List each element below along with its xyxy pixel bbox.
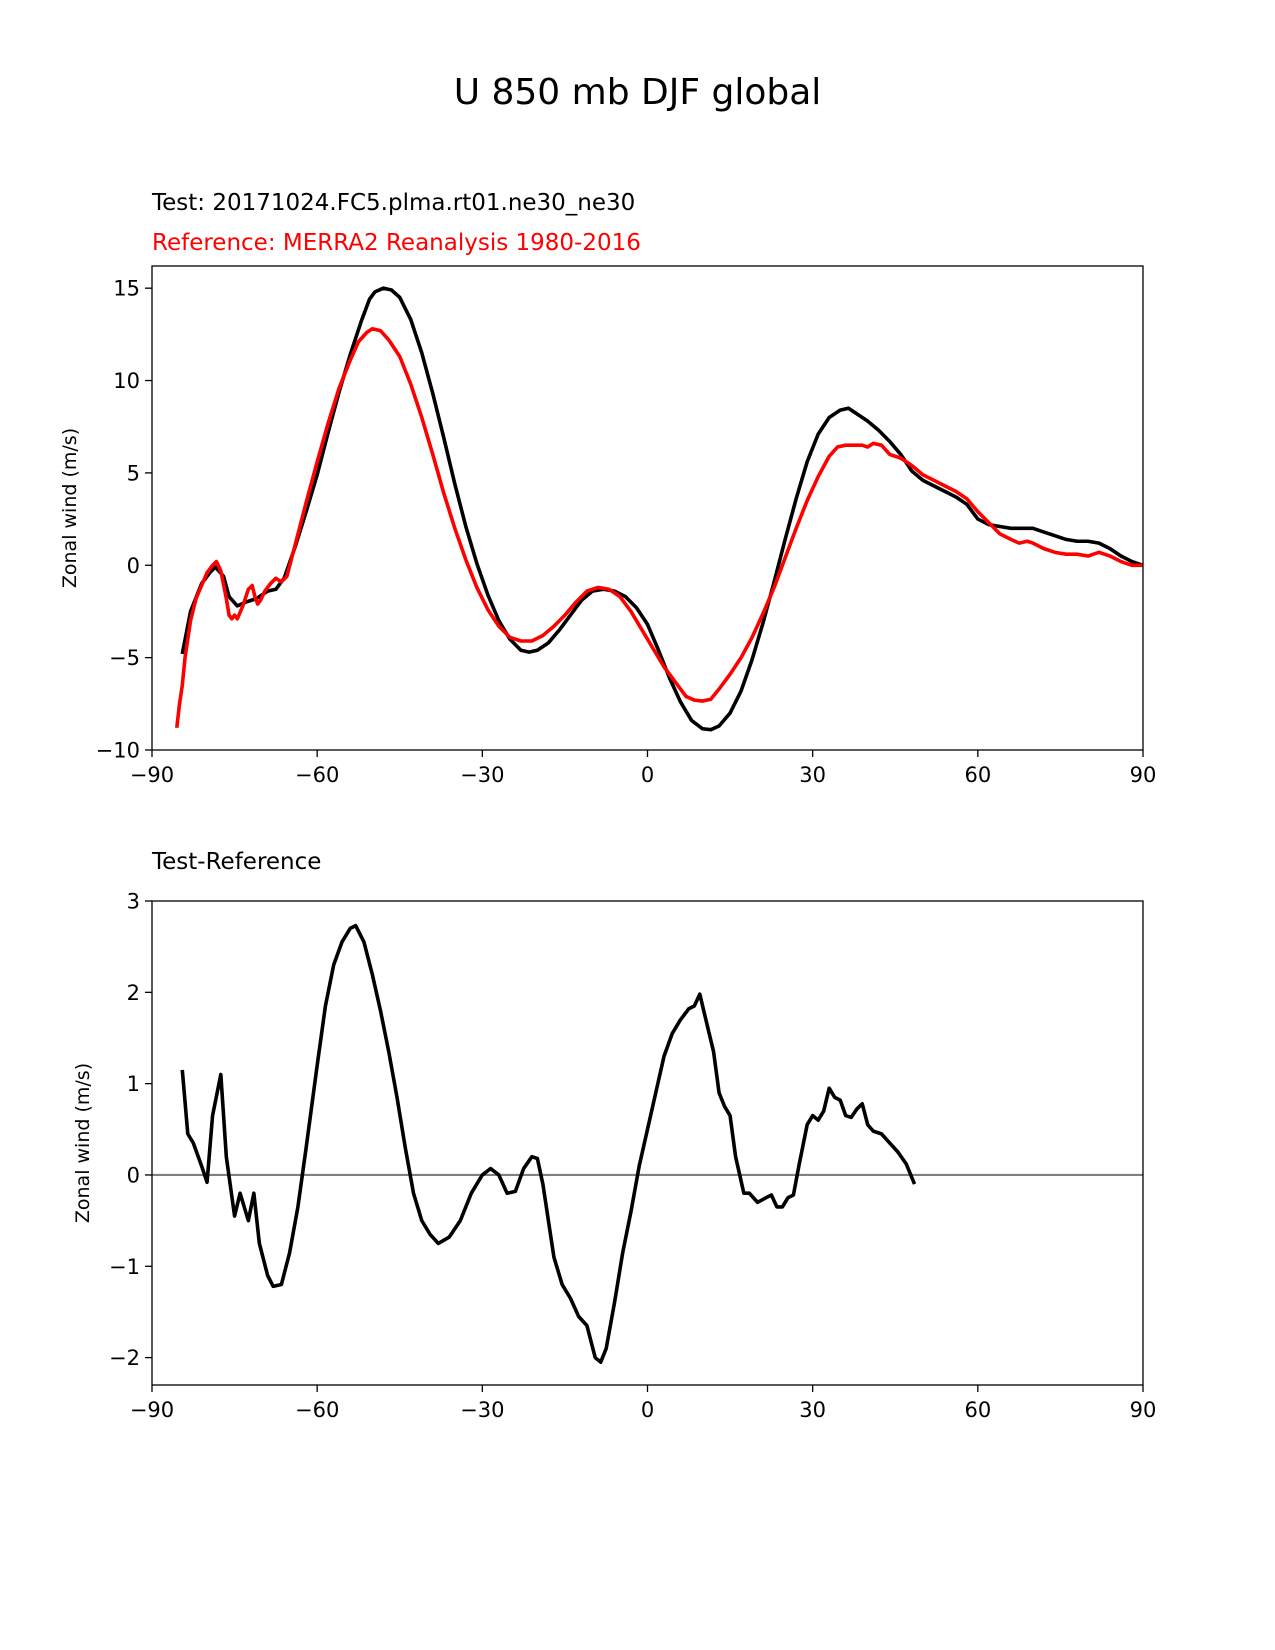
y-axis-label: Zonal wind (m/s) [59,428,81,588]
y-tick-label: 0 [127,554,140,578]
x-tick-label: −90 [130,763,174,787]
difference-panel-title: Test-Reference [152,849,322,875]
x-tick-label: −30 [460,763,504,787]
y-tick-label: 5 [127,461,140,485]
x-tick-label: −90 [130,1398,174,1422]
x-tick-label: −60 [295,763,339,787]
x-tick-label: 30 [799,1398,826,1422]
series-line-test [180,286,1143,732]
y-tick-label: 2 [127,981,140,1005]
y-axis-label: Zonal wind (m/s) [72,1063,94,1223]
x-tick-label: −30 [460,1398,504,1422]
bottom-panel: −90 −60 −30 0 30 60 90 −2 −1 0 1 2 3 Zonal wind (m/s) [72,890,1156,1423]
x-tick-label: 90 [1130,1398,1157,1422]
series-line-reference [174,327,1143,729]
y-tick-label: −10 [96,739,140,763]
x-tick-label: 30 [799,763,826,787]
figure-title: U 850 mb DJF global [453,72,822,113]
y-tick-label: 0 [127,1163,140,1187]
x-tick-label: 60 [964,763,991,787]
x-tick-label: 90 [1130,763,1157,787]
y-tick-label: 10 [113,369,140,393]
top-panel: −90 −60 −30 0 30 60 90 −10 −5 0 5 10 15 Zonal wind (m… [59,265,1157,787]
x-tick-label: 0 [641,763,654,787]
y-tick-label: 1 [127,1072,140,1096]
x-tick-label: 0 [641,1398,654,1422]
y-tick-label: −1 [109,1255,140,1279]
plot-frame [151,265,1144,751]
x-tick-label: 60 [964,1398,991,1422]
plot-frame [151,900,1144,1386]
y-tick-label: −2 [109,1346,140,1370]
y-tick-label: −5 [109,646,140,670]
x-tick-label: −60 [295,1398,339,1422]
y-tick-label: 15 [113,277,140,301]
reference-label: Reference: MERRA2 Reanalysis 1980-2016 [152,230,641,256]
test-label: Test: 20171024.FC5.plma.rt01.ne30_ne30 [152,190,636,216]
y-tick-label: 3 [127,890,140,914]
series-line-test-reference [180,923,917,1364]
